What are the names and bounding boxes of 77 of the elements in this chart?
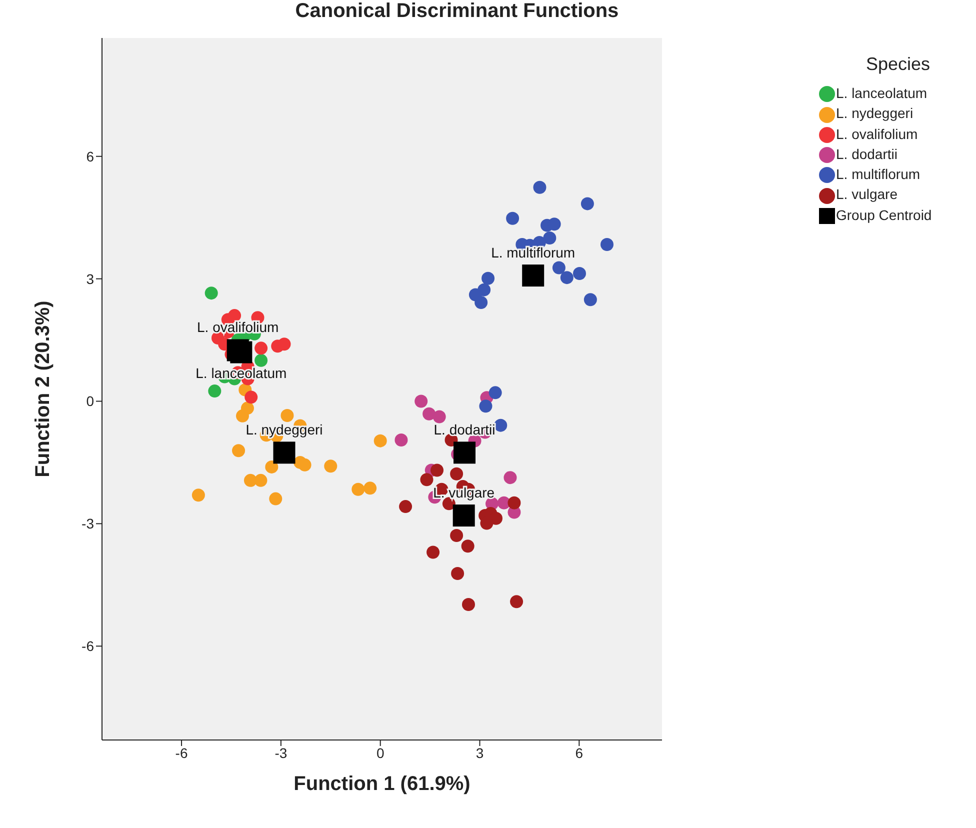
point [394, 434, 408, 447]
x-tick-label: 0 [376, 744, 384, 761]
legend-title: Species [864, 54, 932, 75]
x-tick-label: 6 [575, 744, 584, 761]
point [298, 458, 312, 472]
y-tick-label: -3 [82, 516, 94, 532]
point [572, 266, 586, 280]
point [461, 540, 474, 553]
point [543, 231, 556, 244]
point [254, 354, 268, 367]
point [533, 180, 546, 194]
point [462, 598, 475, 611]
point [600, 238, 614, 252]
y-tick-label: 6 [86, 148, 94, 164]
point [452, 504, 475, 527]
point [204, 286, 218, 300]
y-tick-label: 3 [86, 270, 94, 287]
point [254, 342, 268, 355]
point [432, 410, 446, 424]
point [192, 488, 205, 502]
point [479, 400, 492, 413]
point [430, 464, 444, 477]
point [208, 384, 222, 398]
point [273, 442, 296, 464]
point [240, 402, 254, 415]
point [560, 271, 574, 284]
point [504, 471, 517, 484]
legend-label: Group Centroid [836, 206, 932, 223]
point [420, 473, 434, 486]
legend-label: L. nydeggeri [836, 105, 914, 122]
legend-label: L. lanceolatum [836, 85, 928, 101]
point [399, 500, 412, 514]
y-axis-title: Function 2 (20.3%) [32, 300, 54, 478]
point [426, 546, 440, 559]
point [364, 482, 377, 495]
point [510, 595, 524, 608]
legend-label: L. dodartii [836, 146, 898, 162]
point [522, 264, 544, 287]
point [451, 566, 464, 580]
legend-label: L. ovalifolium [836, 126, 918, 142]
point [226, 339, 249, 362]
x-tick-label: 3 [476, 744, 484, 761]
point [269, 492, 282, 506]
x-tick-label: -6 [175, 744, 188, 761]
point [254, 474, 268, 487]
point [352, 482, 365, 496]
point [508, 496, 521, 510]
point [278, 338, 291, 351]
annotation: L. multiflorum [491, 244, 576, 261]
point [450, 529, 464, 542]
point [374, 434, 387, 448]
y-tick-label: -6 [82, 638, 94, 654]
point [324, 460, 338, 473]
point [506, 212, 520, 225]
point [450, 467, 464, 480]
point [482, 272, 495, 285]
x-tick-label: -3 [274, 744, 288, 761]
point [488, 386, 502, 400]
point [265, 460, 278, 474]
point [454, 442, 476, 464]
point [474, 296, 488, 309]
point [494, 418, 508, 432]
point [228, 309, 242, 322]
chart-title: Canonical Discriminant Functions [294, 0, 620, 23]
legend-label: L. multiflorum [836, 166, 920, 182]
point [414, 394, 428, 408]
legend-label: L. vulgare [836, 186, 898, 202]
point [548, 218, 561, 231]
point [232, 444, 246, 458]
x-axis-title: Function 1 (61.9%) [294, 773, 470, 795]
point [280, 409, 294, 422]
point [244, 390, 258, 404]
point [580, 197, 594, 210]
point [422, 407, 436, 420]
point [584, 293, 597, 306]
point [552, 261, 566, 274]
y-tick-label: 0 [86, 393, 94, 410]
